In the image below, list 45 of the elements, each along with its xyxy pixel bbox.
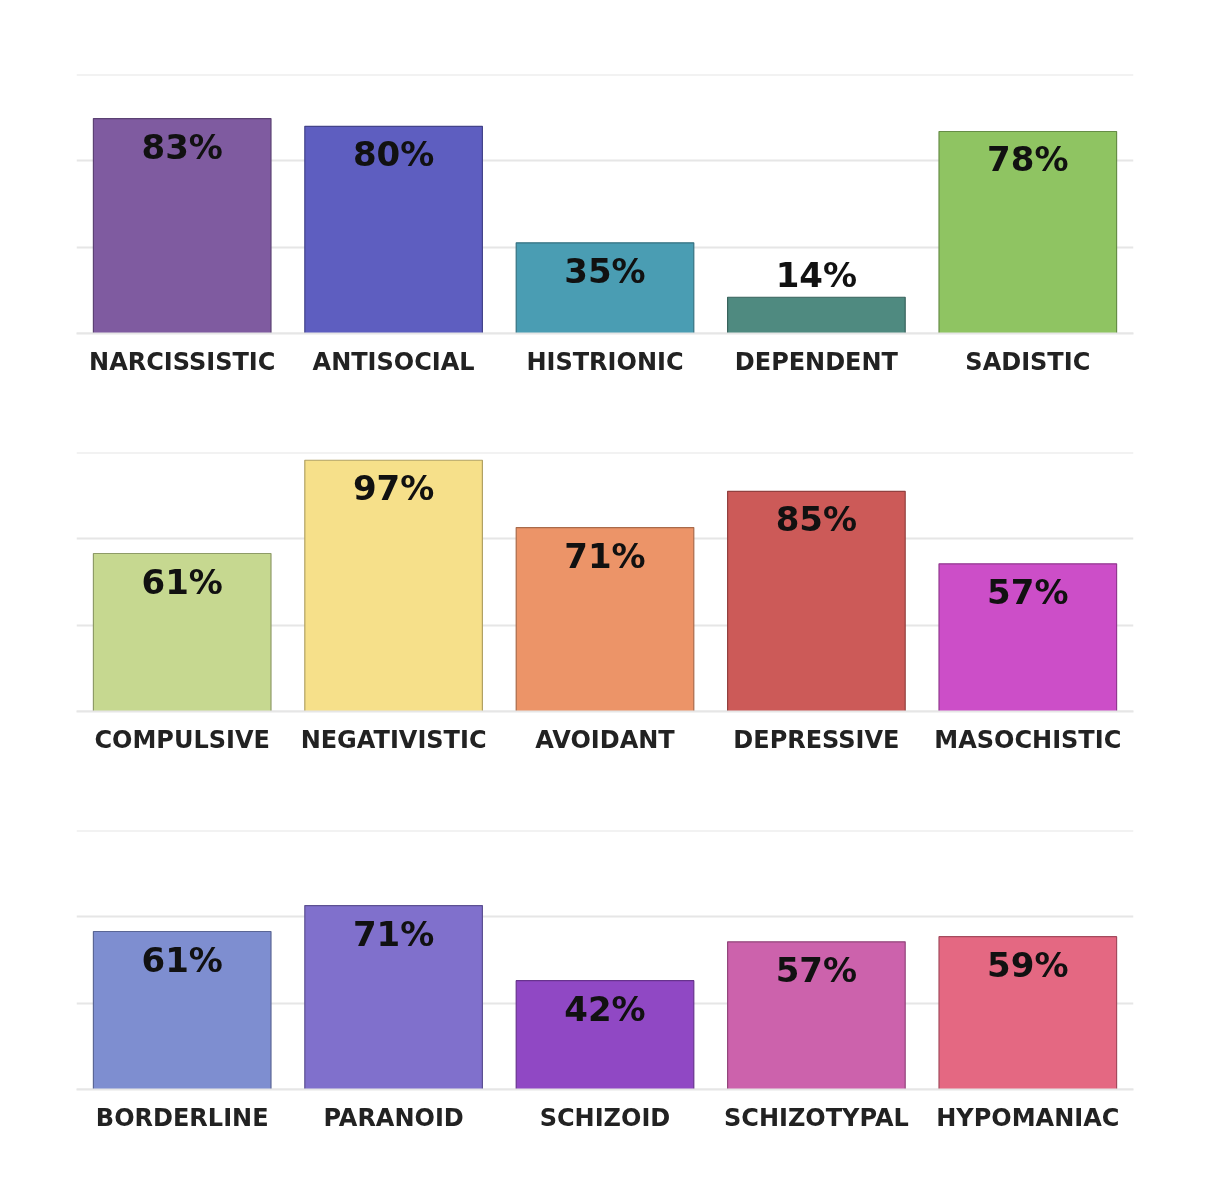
x-tick-label: PARANOID	[323, 1103, 464, 1132]
x-tick-label: NARCISSISTIC	[89, 347, 276, 376]
bar	[304, 905, 483, 1090]
data-label: 85%	[775, 499, 858, 540]
x-tick-label: DEPENDENT	[734, 347, 899, 376]
bar	[515, 527, 695, 712]
bar	[727, 296, 906, 334]
data-label: 14%	[775, 255, 858, 296]
bar	[304, 459, 483, 712]
bar	[92, 930, 272, 1090]
bar	[727, 490, 906, 712]
data-label: 61%	[141, 561, 223, 602]
bar	[938, 936, 1118, 1090]
data-label: 71%	[564, 535, 646, 576]
bar	[938, 563, 1118, 712]
x-tick-label: DEPRESSIVE	[733, 725, 900, 754]
x-tick-label: ANTISOCIAL	[312, 347, 475, 376]
data-label: 78%	[987, 139, 1069, 180]
x-tick-label: SCHIZOTYPAL	[724, 1103, 909, 1132]
data-label: 80%	[352, 134, 435, 175]
bar	[92, 552, 272, 712]
data-label: 97%	[352, 468, 435, 509]
x-tick-label: NEGATIVISTIC	[300, 725, 487, 754]
x-tick-label: AVOIDANT	[535, 725, 676, 754]
x-tick-label: SCHIZOID	[539, 1103, 671, 1132]
data-label: 83%	[141, 126, 223, 167]
data-label: 71%	[352, 913, 435, 954]
bar	[727, 941, 906, 1090]
data-label: 57%	[987, 571, 1069, 612]
x-tick-label: COMPULSIVE	[94, 725, 270, 754]
bar	[515, 242, 695, 334]
x-tick-label: HISTRIONIC	[526, 347, 684, 376]
data-label: 61%	[141, 939, 223, 980]
x-tick-label: MASOCHISTIC	[934, 725, 1122, 754]
data-label: 35%	[564, 250, 646, 291]
data-label: 59%	[987, 944, 1069, 985]
bar	[304, 125, 483, 334]
bar	[515, 980, 695, 1090]
bar	[92, 117, 272, 334]
x-tick-label: SADISTIC	[965, 347, 1091, 376]
bar	[938, 130, 1118, 334]
data-label: 57%	[775, 949, 858, 990]
x-tick-label: HYPOMANIAC	[936, 1103, 1120, 1132]
x-tick-label: BORDERLINE	[95, 1103, 269, 1132]
data-label: 42%	[564, 988, 646, 1029]
